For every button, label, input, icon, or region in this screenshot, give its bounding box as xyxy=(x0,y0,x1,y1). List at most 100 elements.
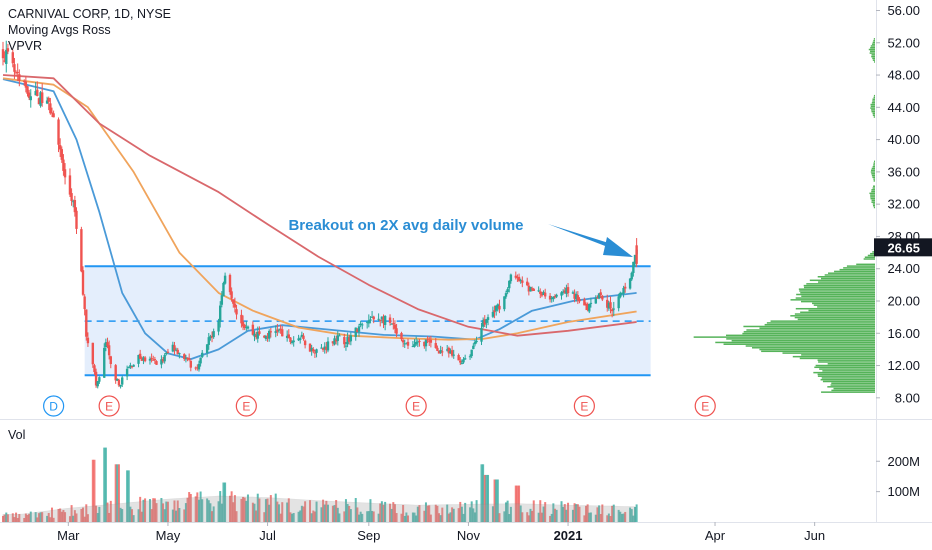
volume-bar xyxy=(506,500,509,522)
volume-bar xyxy=(119,507,122,522)
volume-bar xyxy=(196,492,199,522)
moving-average-mid[interactable] xyxy=(2,77,637,341)
candle xyxy=(620,292,624,294)
breakout-annotation[interactable]: Breakout on 2X avg daily volume xyxy=(288,217,523,234)
earnings-marker[interactable]: E xyxy=(235,395,257,417)
candle xyxy=(57,119,60,145)
volume-bar xyxy=(72,515,75,522)
volume-bar xyxy=(469,507,472,522)
candle xyxy=(606,299,609,308)
volume-bar xyxy=(622,513,625,522)
candle xyxy=(509,274,513,282)
volume-bar xyxy=(508,514,511,522)
vpvr-bar xyxy=(821,391,875,393)
volume-bar xyxy=(68,516,71,522)
dividend-marker[interactable]: D xyxy=(43,395,65,417)
candle xyxy=(449,350,452,354)
candle xyxy=(473,341,477,345)
candle xyxy=(336,335,339,341)
earnings-marker[interactable]: E xyxy=(98,395,120,417)
earnings-marker[interactable]: E xyxy=(694,395,716,417)
candle xyxy=(468,356,472,358)
candle xyxy=(130,366,134,368)
time-tick-label: Mar xyxy=(57,528,80,543)
volume-bar xyxy=(325,500,328,522)
volume-bar xyxy=(379,503,382,522)
candle xyxy=(573,293,576,299)
candle xyxy=(63,169,67,178)
candle xyxy=(220,295,224,305)
event-marker-label: E xyxy=(412,400,420,414)
volume-bar xyxy=(222,482,225,522)
volume-bar xyxy=(411,512,414,522)
volume-bar xyxy=(109,500,112,522)
candle xyxy=(377,318,380,320)
candle xyxy=(117,379,121,386)
candle xyxy=(241,321,245,327)
earnings-marker[interactable]: E xyxy=(573,395,595,417)
volume-bar xyxy=(354,498,357,522)
moving-average-fast[interactable] xyxy=(2,78,637,360)
volume-bar xyxy=(335,500,338,522)
volume-bar xyxy=(372,511,375,522)
vpvr-profile xyxy=(693,38,875,393)
candle xyxy=(561,291,565,293)
volume-bar xyxy=(155,503,158,522)
vpvr-bar xyxy=(817,373,875,376)
candle xyxy=(633,254,637,263)
indicator-moving-avgs[interactable]: Moving Avgs Ross xyxy=(8,23,111,37)
vpvr-bar xyxy=(822,380,875,383)
candle xyxy=(235,309,238,315)
candle xyxy=(527,285,531,292)
vpvr-bar xyxy=(873,116,875,118)
volume-bar xyxy=(369,499,372,522)
volume-bar xyxy=(49,517,52,522)
vpvr-bar xyxy=(843,267,875,269)
volume-bar xyxy=(228,495,231,522)
vpvr-bar xyxy=(790,299,875,301)
candle xyxy=(6,48,10,52)
moving-average-slow[interactable] xyxy=(2,74,637,337)
candle xyxy=(116,379,119,381)
vpvr-bar xyxy=(863,258,875,260)
candle xyxy=(540,294,544,296)
candle xyxy=(251,324,255,335)
volume-bar xyxy=(549,515,552,522)
vpvr-bar xyxy=(795,307,875,310)
volume-bar xyxy=(212,506,215,522)
volume-bar xyxy=(487,474,490,522)
candle xyxy=(176,349,179,355)
vpvr-bar xyxy=(870,105,875,108)
volume-bar xyxy=(220,503,223,522)
volume-bar xyxy=(251,502,254,522)
candle xyxy=(333,338,336,345)
earnings-marker[interactable]: E xyxy=(405,395,427,417)
volume-bar xyxy=(75,513,78,522)
volume-bar xyxy=(449,512,452,522)
candle xyxy=(50,112,54,114)
price-tick-label: 12.00 xyxy=(887,358,920,373)
vpvr-bar xyxy=(872,204,875,207)
price-tick-label: 56.00 xyxy=(887,3,920,18)
volume-bar xyxy=(199,491,202,522)
candle xyxy=(277,329,281,331)
candle xyxy=(196,367,199,369)
vpvr-bar xyxy=(856,263,875,266)
candle xyxy=(253,333,256,337)
candle xyxy=(297,338,300,341)
vpvr-bar xyxy=(745,345,875,347)
volume-bar xyxy=(624,511,627,522)
volume-bar xyxy=(173,500,176,522)
volume-bar xyxy=(268,504,271,522)
candle xyxy=(34,90,37,96)
volume-bar xyxy=(36,517,39,522)
candle xyxy=(392,323,395,325)
indicator-vpvr[interactable]: VPVR xyxy=(8,39,43,53)
volume-bar xyxy=(413,512,416,522)
volume-bar xyxy=(47,512,50,522)
volume-bar xyxy=(612,504,615,522)
volume-bar xyxy=(176,500,179,522)
candle xyxy=(315,349,318,353)
volume-bar xyxy=(242,496,245,522)
